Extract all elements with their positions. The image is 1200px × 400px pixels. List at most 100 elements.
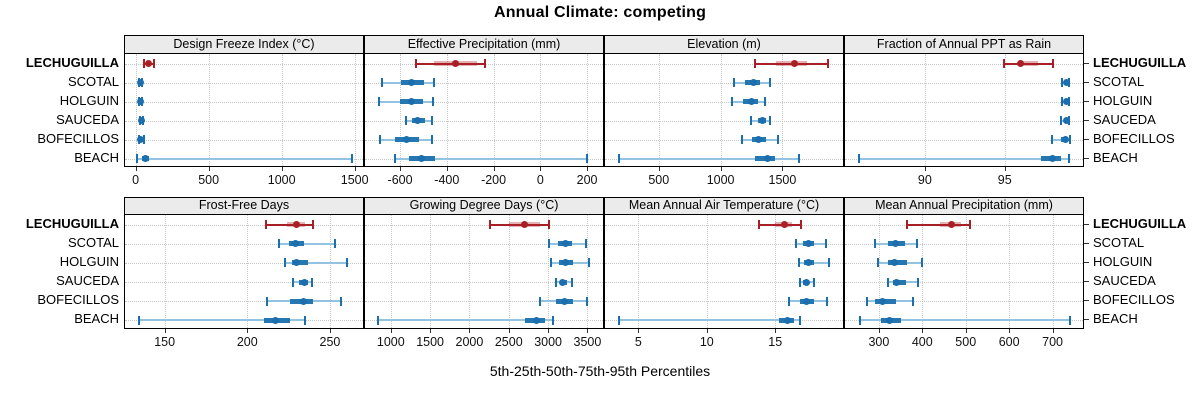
gridline-horizontal	[845, 82, 1083, 84]
median-dot	[878, 297, 886, 305]
row-label-right-beach: BEACH	[1093, 149, 1138, 165]
x-tick-label: 0	[132, 173, 140, 187]
range-line-p5-p95	[619, 157, 799, 160]
y-tick-right	[1084, 100, 1089, 102]
x-tick	[924, 167, 926, 171]
whisker-cap	[291, 277, 294, 287]
row-label-right-lechuguilla: LECHUGUILLA	[1093, 215, 1187, 231]
y-tick-right	[1084, 157, 1089, 159]
whisker-cap	[136, 154, 139, 163]
median-dot	[747, 98, 755, 105]
gridline-vertical	[247, 215, 249, 328]
panel-strip-mean-annual-air-temperature-c: Mean Annual Air Temperature (°C)	[604, 197, 844, 214]
gridline-horizontal	[365, 139, 603, 141]
whisker-cap	[827, 258, 830, 268]
x-tick	[1052, 329, 1054, 333]
x-tick-label: 500	[198, 173, 220, 187]
row-label-left-beach: BEACH	[74, 149, 119, 165]
row-label-left-holguin: HOLGUIN	[59, 92, 119, 108]
panel-plot-mean-annual-precipitation-mm	[844, 214, 1084, 329]
gridline-vertical	[469, 215, 471, 328]
whisker-cap	[377, 97, 380, 106]
whisker-cap	[153, 59, 156, 68]
x-tick-label: 10	[699, 335, 714, 349]
median-dot	[803, 297, 811, 305]
x-tick	[281, 167, 283, 171]
x-tick-label: 200	[236, 335, 258, 349]
gridline-vertical	[720, 54, 722, 166]
median-dot	[300, 297, 307, 305]
x-tick-label: 500	[648, 173, 670, 187]
whisker-cap	[588, 258, 591, 268]
range-line-p5-p95	[758, 223, 802, 226]
gridline-horizontal	[845, 139, 1083, 141]
whisker-cap	[787, 296, 790, 306]
range-line-p5-p95	[798, 261, 829, 264]
median-dot	[804, 259, 812, 267]
y-tick-right	[1084, 261, 1089, 263]
whisker-cap	[916, 239, 919, 249]
gridline-horizontal	[125, 301, 363, 303]
gridline-vertical	[782, 54, 784, 166]
x-tick	[706, 329, 708, 333]
median-dot	[145, 60, 153, 67]
gridline-horizontal	[605, 262, 843, 264]
range-line-p5-p95	[859, 157, 1069, 160]
range-line-p5-p95	[137, 157, 352, 160]
x-tick	[446, 167, 448, 171]
range-line-p5-p95	[138, 319, 306, 322]
gridline-vertical	[1004, 54, 1006, 166]
x-tick	[247, 329, 249, 333]
x-tick-label: 1000	[376, 335, 405, 349]
gridline-vertical	[1052, 215, 1054, 328]
panel-strip-growing-degree-days-c: Growing Degree Days (°C)	[364, 197, 604, 214]
gridline-vertical	[508, 215, 510, 328]
whisker-cap	[730, 97, 733, 106]
x-tick	[208, 167, 210, 171]
whisker-cap	[548, 239, 551, 249]
x-tick	[390, 329, 392, 333]
x-tick	[548, 329, 550, 333]
gridline-vertical	[540, 54, 542, 166]
gridline-vertical	[965, 215, 967, 328]
whisker-cap	[1061, 97, 1064, 106]
gridline-vertical	[493, 54, 495, 166]
x-tick-label: 2000	[455, 335, 484, 349]
whisker-cap	[265, 220, 268, 230]
x-tick	[782, 167, 784, 171]
x-tick-label: 90	[917, 173, 932, 187]
x-tick	[469, 329, 471, 333]
row-label-right-holguin: HOLGUIN	[1093, 253, 1153, 269]
whisker-cap	[912, 296, 915, 306]
median-dot	[1062, 98, 1070, 105]
x-tick-label: 15	[768, 335, 783, 349]
median-dot	[141, 155, 149, 162]
median-dot	[891, 259, 899, 267]
gridline-vertical	[587, 54, 589, 166]
median-dot	[892, 240, 900, 248]
whisker-cap	[1061, 78, 1064, 87]
whisker-cap	[750, 116, 753, 125]
median-dot	[413, 117, 421, 124]
panel-plot-design-freeze-index-c	[124, 53, 364, 167]
whisker-cap	[378, 135, 381, 144]
whisker-cap	[311, 220, 314, 230]
y-tick-right	[1084, 62, 1089, 64]
whisker-cap	[1060, 116, 1063, 125]
whisker-cap	[552, 315, 555, 325]
row-label-right-bofecillos: BOFECILLOS	[1093, 292, 1175, 308]
gridline-vertical	[924, 54, 926, 166]
gridline-horizontal	[365, 82, 603, 84]
x-tick-label: 700	[1042, 335, 1064, 349]
gridline-horizontal	[125, 282, 363, 284]
whisker-cap	[539, 296, 542, 306]
y-tick-right	[1084, 81, 1089, 83]
gridline-vertical	[135, 54, 137, 166]
range-line-p5-p95	[619, 319, 800, 322]
x-tick-label: 400	[911, 335, 933, 349]
gridline-horizontal	[605, 120, 843, 122]
gridline-horizontal	[125, 63, 363, 65]
gridline-vertical	[1009, 215, 1011, 328]
